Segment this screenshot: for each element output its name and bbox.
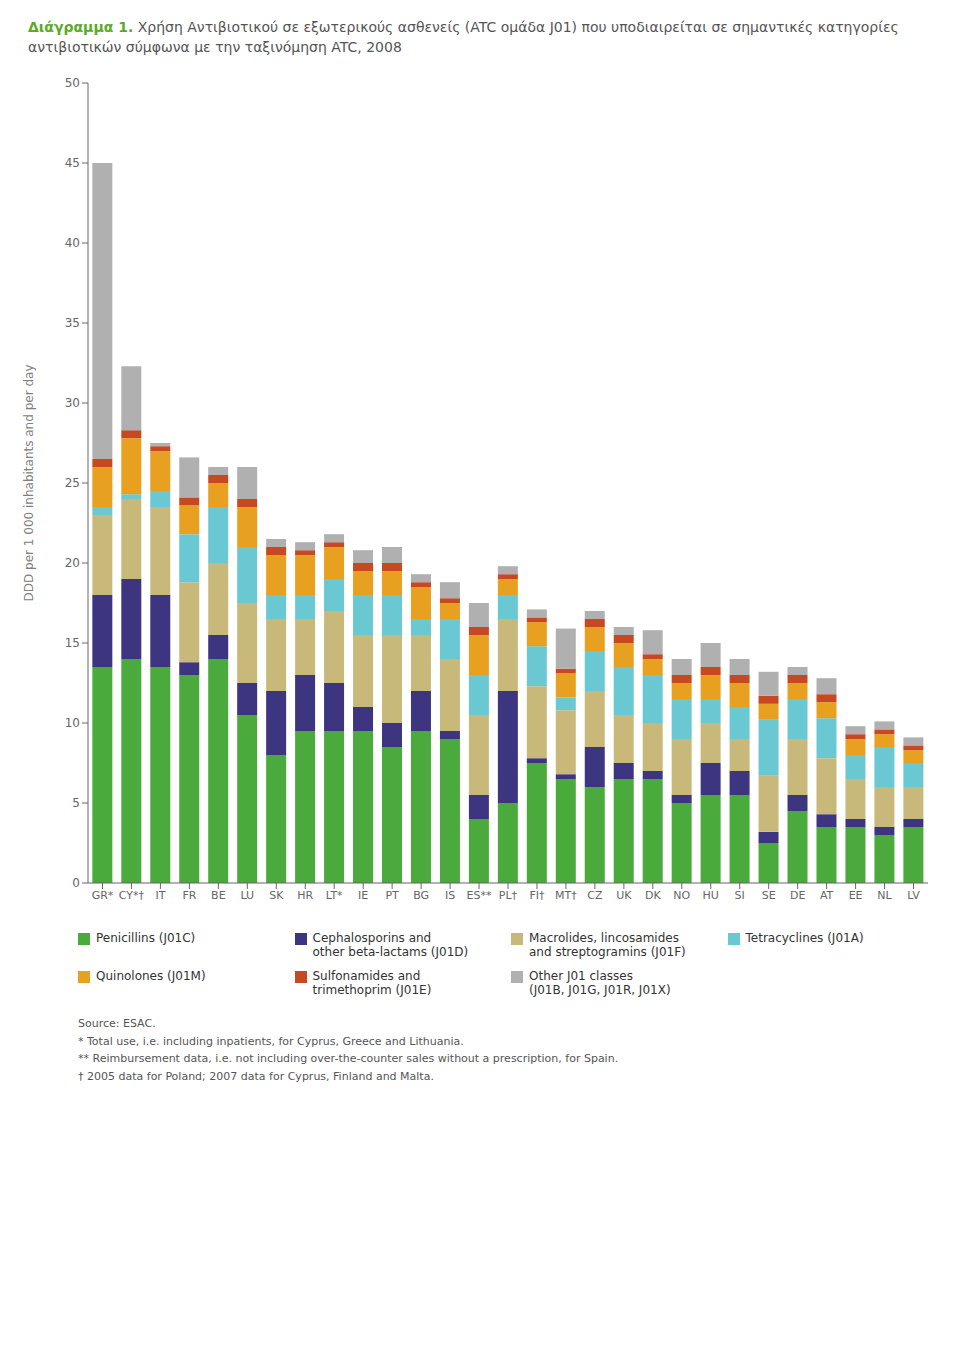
html-text:** Reimbursement data, i.e. no: ** Reimbursement data, i.e. not includin…: [78, 1052, 619, 1066]
html-text:Penicillins (J01C): Penicillins (J01C): [96, 931, 196, 946]
html-text:Διάγραμμα 1. Χρήση Αντιβιοτικο: Διάγραμμα 1. Χρήση Αντιβιοτικού σε εξωτε…: [28, 19, 899, 55]
html-text:Sulfonamides and: Sulfonamides and: [312, 969, 421, 984]
svg-text:ES**: ES**: [467, 889, 492, 902]
svg-text:GR*: GR*: [92, 889, 114, 902]
svg-text:FR: FR: [182, 889, 196, 902]
svg-text:10: 10: [65, 716, 80, 730]
svg-text:MT†: MT†: [555, 889, 577, 902]
html-text:(J01B, J01G, J01R, J01X): (J01B, J01G, J01R, J01X): [529, 983, 671, 998]
svg-text:LT*: LT*: [326, 889, 343, 902]
html-text:trimethoprim (J01E): trimethoprim (J01E): [312, 983, 432, 998]
svg-text:40: 40: [65, 236, 80, 250]
html-text:Tetracyclines (J01A): Tetracyclines (J01A): [745, 931, 864, 946]
svg-text:FI†: FI†: [529, 889, 545, 902]
svg-text:PT: PT: [385, 889, 399, 902]
html-text:† 2005 data for Poland; 2007 d: † 2005 data for Poland; 2007 data for Cy…: [78, 1070, 434, 1083]
svg-text:NO: NO: [673, 889, 690, 902]
html-text:Other J01 classes: Other J01 classes: [529, 969, 633, 984]
svg-text:50: 50: [65, 76, 80, 90]
svg-text:DE: DE: [790, 889, 805, 902]
html-text:and streptogramins (J01F): and streptogramins (J01F): [529, 945, 686, 960]
svg-text:15: 15: [65, 636, 80, 650]
svg-text:35: 35: [65, 316, 80, 330]
svg-text:IE: IE: [358, 889, 368, 902]
svg-text:UK: UK: [616, 889, 632, 902]
svg-text:NL: NL: [877, 889, 892, 902]
svg-text:HR: HR: [297, 889, 313, 902]
svg-text:BE: BE: [211, 889, 226, 902]
html-text:Macrolides, lincosamides: Macrolides, lincosamides: [529, 931, 679, 946]
html-text:other beta-lactams (J01D): other beta-lactams (J01D): [312, 945, 469, 960]
html-text:Quinolones (J01M): Quinolones (J01M): [96, 969, 206, 984]
svg-text:45: 45: [65, 156, 80, 170]
svg-text:CY*†: CY*†: [119, 889, 145, 902]
svg-text:SI: SI: [735, 889, 745, 902]
svg-text:EE: EE: [849, 889, 863, 902]
svg-text:LV: LV: [907, 889, 920, 902]
svg-text:SE: SE: [762, 889, 776, 902]
svg-text:PL†: PL†: [499, 889, 518, 902]
html-text:Source: ESAC.: Source: ESAC.: [78, 1017, 156, 1031]
svg-text:DDD per 1 000 inhabitants and: DDD per 1 000 inhabitants and per day: [22, 365, 36, 602]
svg-text:0: 0: [72, 876, 80, 890]
svg-text:HU: HU: [703, 889, 719, 902]
svg-text:LU: LU: [240, 889, 254, 902]
svg-text:IS: IS: [445, 889, 455, 902]
svg-text:5: 5: [72, 796, 80, 810]
svg-text:25: 25: [65, 476, 80, 490]
svg-text:IT: IT: [155, 889, 165, 902]
svg-text:20: 20: [65, 556, 80, 570]
svg-text:SK: SK: [269, 889, 284, 902]
svg-text:BG: BG: [413, 889, 429, 902]
svg-text:AT: AT: [820, 889, 834, 902]
svg-text:30: 30: [65, 396, 80, 410]
html-text:* Total use, i.e. including in: * Total use, i.e. including inpatients, …: [78, 1034, 464, 1048]
svg-text:DK: DK: [645, 889, 661, 902]
html-text:Cephalosporins and: Cephalosporins and: [312, 931, 432, 946]
svg-text:CZ: CZ: [587, 889, 603, 902]
